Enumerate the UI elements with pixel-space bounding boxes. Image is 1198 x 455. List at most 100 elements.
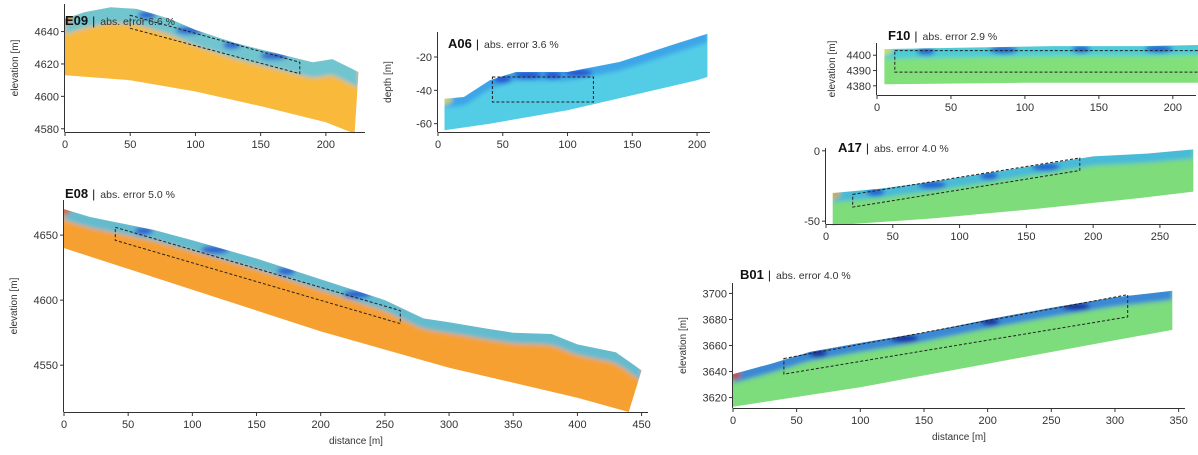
- panel-b01-error-label: abs. error 4.0 %: [776, 270, 851, 282]
- panel-b01-y-tick-label: 3680: [703, 314, 727, 326]
- panel-e08-y-tick-label: 4600: [34, 295, 58, 307]
- panel-f10-y-tick-label: 4400: [847, 50, 871, 62]
- panel-f10-x-tick-label: 50: [945, 102, 957, 114]
- panel-e08-edge-anomaly: [64, 209, 72, 216]
- panel-e08-x-tick-label: 0: [61, 419, 67, 431]
- panel-a17-anomaly: [1031, 162, 1060, 171]
- panel-e08-x-tick-label: 150: [247, 419, 265, 431]
- panel-a06-error-label: abs. error 3.6 %: [484, 39, 559, 51]
- panel-e08-x-tick-label: 50: [122, 419, 134, 431]
- panel-e08-x-tick-label: 400: [568, 419, 586, 431]
- panel-e08-background: [64, 209, 642, 412]
- panel-e08-x-tick-label: 100: [183, 419, 201, 431]
- panel-a06-x-tick-label: 0: [435, 139, 441, 151]
- panel-e09-y-tick-label: 4620: [35, 59, 59, 71]
- panel-b01-surface-layer: [733, 290, 1173, 384]
- panel-a06-anomaly: [513, 71, 542, 79]
- panel-f10-target-box: [894, 50, 1198, 73]
- panel-e08-anomaly: [343, 290, 372, 299]
- panel-f10-x-tick-label: 150: [1090, 102, 1108, 114]
- panel-a06-x-tick-label: 50: [497, 139, 509, 151]
- panel-e08-title: E08 | abs. error 5.0 %: [65, 186, 175, 201]
- panel-b01-x-tick-label: 50: [791, 415, 803, 427]
- panel-f10: 0 50 100 150 200 4400 4390 4380 elevation [m] F10…: [827, 28, 1198, 114]
- panel-e09-y-tick-label: 4580: [35, 124, 59, 136]
- panel-f10-section: [884, 44, 1198, 85]
- panel-b01-x-tick-label: 0: [730, 415, 736, 427]
- panel-f10-y-tick-label: 4390: [847, 66, 871, 78]
- panel-a06-y-tick-label: -60: [416, 119, 432, 131]
- panel-f10-background: [884, 44, 1198, 85]
- panel-b01-name: B01: [740, 267, 764, 282]
- panel-a06-anomaly: [544, 71, 562, 79]
- panel-b01-title: B01 | abs. error 4.0 %: [740, 267, 851, 282]
- panel-a06-y-tick-label: -20: [416, 52, 432, 64]
- panel-e08-x-axis-title: distance [m]: [329, 436, 383, 447]
- panel-e08-x-tick-label: 350: [504, 419, 522, 431]
- panel-f10-x-tick-label: 200: [1164, 102, 1182, 114]
- panel-b01-y-axis-title: elevation [m]: [678, 317, 689, 374]
- panel-e09-x-tick-label: 0: [62, 139, 68, 151]
- panel-b01-y-tick-label: 3700: [703, 288, 727, 300]
- panel-b01-anomaly: [981, 318, 1000, 326]
- panel-f10-edge-anomaly: [884, 44, 893, 56]
- panel-e08-x-tick-label: 250: [376, 419, 394, 431]
- panel-f10-anomaly: [916, 47, 935, 56]
- panel-e08-anomaly: [277, 267, 296, 276]
- panel-e09-anomaly: [175, 26, 204, 35]
- panel-a17-anomaly: [980, 171, 998, 180]
- panel-e09-name: E09: [65, 13, 88, 28]
- panel-a17-surface-layer: [832, 149, 1194, 203]
- panel-a06: 0 50 100 150 200 -20 -40 -60 depth [m] A06 | abs. e…: [383, 32, 710, 151]
- panel-e09-x-tick-label: 200: [317, 139, 335, 151]
- panel-a06-x-tick-label: 200: [688, 139, 706, 151]
- panel-f10-y-axis-title: elevation [m]: [827, 40, 838, 97]
- panel-a06-y-tick-label: -40: [416, 85, 432, 97]
- panel-f10-anomaly: [1072, 45, 1091, 54]
- panel-e08-x-tick-label: 450: [632, 419, 650, 431]
- panel-e08-y-tick-label: 4550: [34, 360, 58, 372]
- panel-e09-y-tick-label: 4600: [35, 91, 59, 103]
- panel-b01-anomaly: [809, 349, 828, 358]
- panel-e08-y-tick-label: 4650: [34, 230, 58, 242]
- panel-a17-edge-anomaly: [832, 187, 841, 199]
- panel-b01-section: [733, 290, 1173, 407]
- panel-b01-target-box: [783, 294, 1129, 375]
- panel-f10-name: F10: [888, 28, 910, 43]
- panel-e08-anomaly: [201, 245, 230, 254]
- panel-e09-title: E09 | abs. error 6.6 %: [65, 13, 175, 28]
- panel-e09-y-axis-title: elevation [m]: [10, 39, 21, 96]
- panel-a06-anomaly: [564, 68, 593, 77]
- panel-b01-x-tick-label: 250: [1042, 415, 1060, 427]
- panel-b01: 0 50 100 150 200 250 300 350 3620 3640 3660 3680 370…: [678, 267, 1188, 443]
- panel-e09-x-tick-label: 50: [124, 139, 136, 151]
- panel-a17-x-tick-label: 150: [1017, 231, 1035, 243]
- panel-a17-x-tick-label: 0: [823, 231, 829, 243]
- panel-f10-y-tick-label: 4380: [847, 81, 871, 93]
- panel-a06-name: A06: [448, 36, 472, 51]
- panel-a06-x-tick-label: 150: [623, 139, 641, 151]
- panel-b01-x-tick-label: 150: [915, 415, 933, 427]
- panel-a17-title: A17 | abs. error 4.0 %: [838, 140, 949, 155]
- panel-b01-x-tick-label: 100: [851, 415, 869, 427]
- panel-b01-background: [733, 290, 1173, 407]
- panel-f10-anomaly: [989, 45, 1018, 54]
- panel-a17-x-tick-label: 50: [887, 231, 899, 243]
- panel-a17-x-tick-label: 200: [1084, 231, 1102, 243]
- panel-a06-edge-anomaly: [444, 92, 453, 105]
- panel-b01-y-tick-label: 3660: [703, 341, 727, 353]
- panel-e08: 0 50 100 150 200 250 300 350 400 450 4550 4600 4650 e…: [9, 186, 651, 447]
- panel-a17-anomaly: [918, 180, 947, 189]
- panel-e09-x-tick-label: 150: [251, 139, 269, 151]
- panel-e08-target-box: [114, 226, 401, 325]
- panel-a17-y-tick-label: -50: [804, 216, 820, 228]
- panel-b01-x-tick-label: 350: [1169, 415, 1187, 427]
- panel-e08-anomaly: [134, 226, 153, 235]
- panel-e08-x-tick-label: 300: [440, 419, 458, 431]
- panel-f10-anomaly: [1144, 44, 1173, 53]
- panel-b01-x-tick-label: 200: [978, 415, 996, 427]
- panel-b01-y-tick-label: 3620: [703, 393, 727, 405]
- panel-e08-y-axis-title: elevation [m]: [9, 277, 20, 334]
